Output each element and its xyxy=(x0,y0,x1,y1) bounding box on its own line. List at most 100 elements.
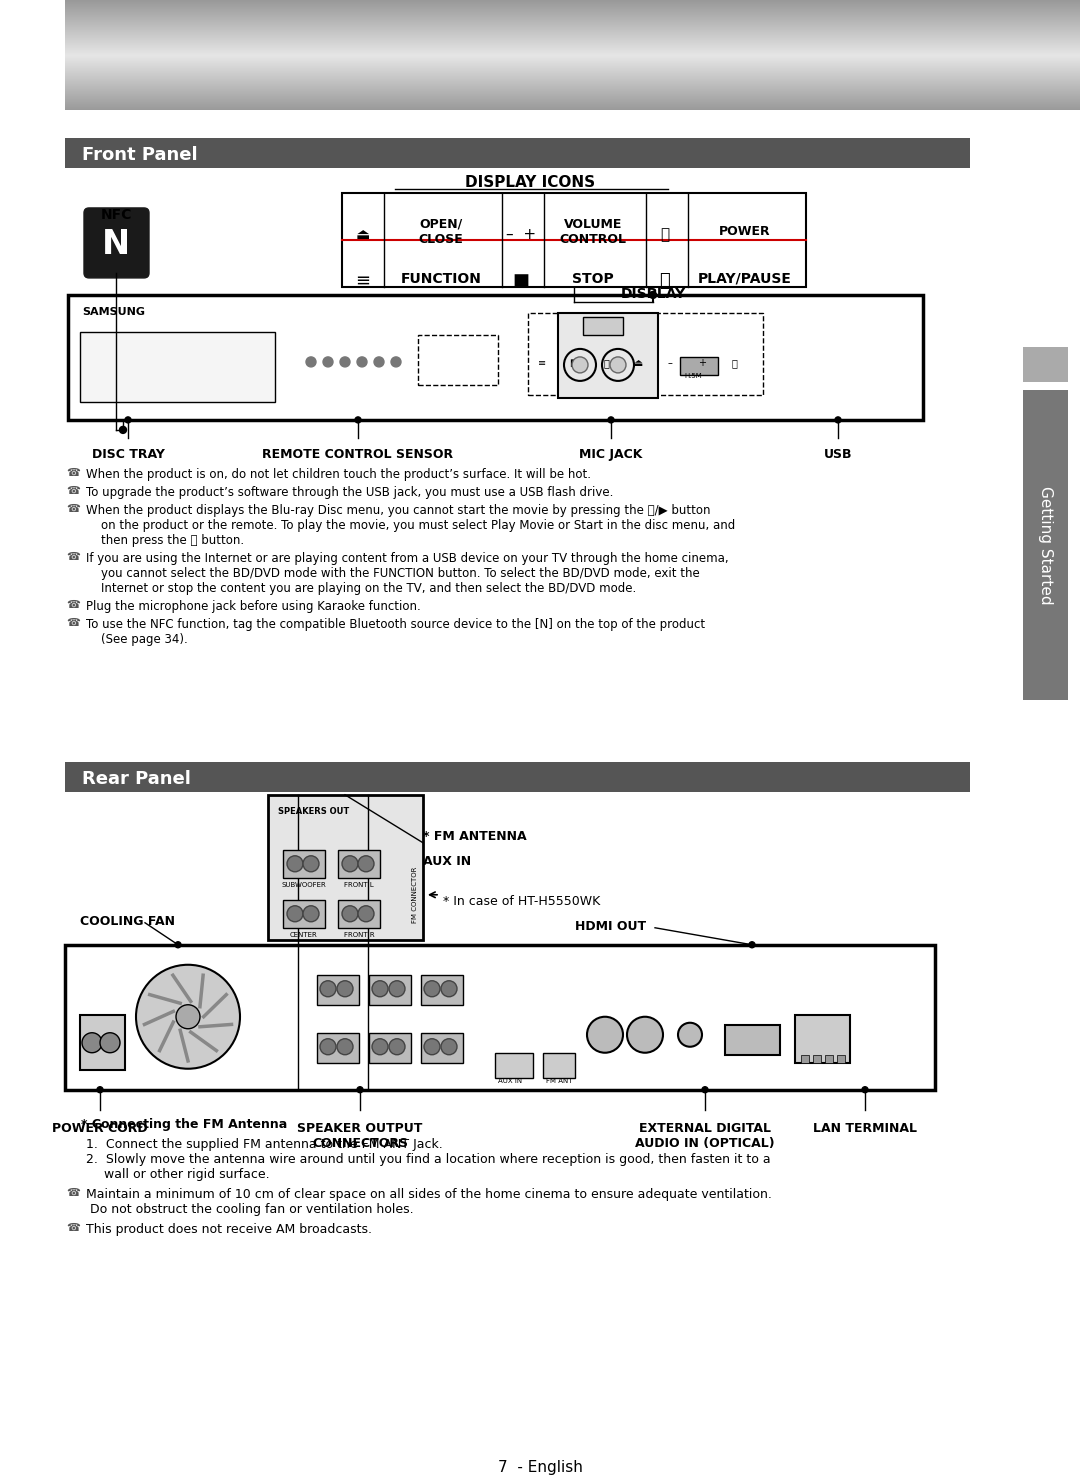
Circle shape xyxy=(627,1016,663,1053)
Text: SPEAKER OUTPUT
CONNECTORS: SPEAKER OUTPUT CONNECTORS xyxy=(297,1121,422,1149)
Text: COOLING FAN: COOLING FAN xyxy=(80,916,175,927)
Text: N: N xyxy=(102,228,130,260)
Circle shape xyxy=(287,905,303,921)
Bar xyxy=(528,314,762,395)
Bar xyxy=(80,331,275,402)
Text: ⏻: ⏻ xyxy=(661,226,670,243)
Text: LAN TERMINAL: LAN TERMINAL xyxy=(813,1121,917,1134)
Bar xyxy=(318,975,359,1004)
Circle shape xyxy=(340,356,350,367)
Text: Getting Started: Getting Started xyxy=(1038,485,1053,605)
Circle shape xyxy=(175,942,181,948)
Text: ⏭: ⏭ xyxy=(603,358,609,368)
Text: +: + xyxy=(698,358,706,368)
Text: on the product or the remote. To play the movie, you must select Play Movie or S: on the product or the remote. To play th… xyxy=(86,519,735,532)
Bar xyxy=(268,794,423,939)
Circle shape xyxy=(176,1004,200,1029)
Circle shape xyxy=(610,356,626,373)
Circle shape xyxy=(287,856,303,871)
Text: Internet or stop the content you are playing on the TV, and then select the BD/D: Internet or stop the content you are pla… xyxy=(86,581,636,595)
Circle shape xyxy=(389,981,405,997)
Text: VOLUME
CONTROL: VOLUME CONTROL xyxy=(559,217,626,246)
Circle shape xyxy=(702,1087,708,1093)
Circle shape xyxy=(357,905,374,921)
Circle shape xyxy=(357,356,367,367)
Text: 7  - English: 7 - English xyxy=(498,1460,582,1475)
Bar xyxy=(65,945,935,1090)
Text: then press the ⏹ button.: then press the ⏹ button. xyxy=(86,534,244,547)
Bar xyxy=(342,192,806,287)
Circle shape xyxy=(320,1038,336,1055)
Text: ⏭: ⏭ xyxy=(660,272,671,290)
Text: POWER: POWER xyxy=(719,225,771,238)
Text: ⏏: ⏏ xyxy=(355,226,370,243)
Circle shape xyxy=(97,1087,103,1093)
Text: you cannot select the BD/DVD mode with the FUNCTION button. To select the BD/DVD: you cannot select the BD/DVD mode with t… xyxy=(86,566,700,580)
Circle shape xyxy=(100,1032,120,1053)
Text: H.5M: H.5M xyxy=(684,373,702,379)
Bar xyxy=(543,1053,575,1078)
Text: CENTER: CENTER xyxy=(291,932,318,938)
Text: PLAY/PAUSE: PLAY/PAUSE xyxy=(698,272,792,285)
Circle shape xyxy=(120,426,126,433)
Circle shape xyxy=(750,942,755,948)
Text: OPEN/
CLOSE: OPEN/ CLOSE xyxy=(419,217,463,246)
Circle shape xyxy=(303,856,319,871)
Circle shape xyxy=(835,417,841,423)
Bar xyxy=(65,762,970,791)
Text: REMOTE CONTROL SENSOR: REMOTE CONTROL SENSOR xyxy=(262,448,454,461)
Bar xyxy=(283,899,325,927)
Text: If you are using the Internet or are playing content from a USB device on your T: If you are using the Internet or are pla… xyxy=(86,552,729,565)
Text: Maintain a minimum of 10 cm of clear space on all sides of the home cinema to en: Maintain a minimum of 10 cm of clear spa… xyxy=(86,1188,772,1201)
Bar xyxy=(801,1055,809,1063)
Text: ≡: ≡ xyxy=(538,358,546,368)
Circle shape xyxy=(649,291,657,299)
Text: POWER CORD: POWER CORD xyxy=(52,1121,148,1134)
Bar xyxy=(813,1055,821,1063)
Bar xyxy=(338,850,380,877)
Text: ☎: ☎ xyxy=(66,1223,80,1232)
Circle shape xyxy=(357,856,374,871)
Bar xyxy=(369,1032,411,1063)
Text: ■: ■ xyxy=(513,272,529,290)
Bar xyxy=(495,1053,534,1078)
Bar xyxy=(680,356,718,374)
Bar xyxy=(68,294,923,420)
Text: DISC TRAY: DISC TRAY xyxy=(92,448,164,461)
Circle shape xyxy=(678,1023,702,1047)
Text: ☎: ☎ xyxy=(66,467,80,478)
Text: –: – xyxy=(667,358,673,368)
Text: 1.  Connect the supplied FM antenna to the FM ANT Jack.: 1. Connect the supplied FM antenna to th… xyxy=(86,1137,443,1151)
Circle shape xyxy=(572,356,588,373)
Text: EXTERNAL DIGITAL
AUDIO IN (OPTICAL): EXTERNAL DIGITAL AUDIO IN (OPTICAL) xyxy=(635,1121,774,1149)
Text: ⏻: ⏻ xyxy=(731,358,737,368)
Text: SPEAKERS OUT: SPEAKERS OUT xyxy=(278,808,349,816)
Bar xyxy=(283,850,325,877)
Circle shape xyxy=(125,417,131,423)
Circle shape xyxy=(357,1087,363,1093)
Bar xyxy=(65,138,970,169)
Circle shape xyxy=(424,981,440,997)
Circle shape xyxy=(862,1087,868,1093)
Text: STOP: STOP xyxy=(572,272,613,285)
Circle shape xyxy=(306,356,316,367)
Text: ■: ■ xyxy=(569,358,579,368)
Circle shape xyxy=(337,1038,353,1055)
FancyBboxPatch shape xyxy=(84,209,149,278)
Text: 2.  Slowly move the antenna wire around until you find a location where receptio: 2. Slowly move the antenna wire around u… xyxy=(86,1152,771,1165)
Text: ⏏: ⏏ xyxy=(633,358,643,368)
Bar xyxy=(825,1055,833,1063)
Text: DISPLAY: DISPLAY xyxy=(620,287,686,300)
Circle shape xyxy=(424,1038,440,1055)
Bar xyxy=(837,1055,845,1063)
Bar xyxy=(558,314,658,398)
Bar xyxy=(725,1025,780,1055)
Bar xyxy=(318,1032,359,1063)
Text: Plug the microphone jack before using Karaoke function.: Plug the microphone jack before using Ka… xyxy=(86,600,421,612)
Text: To use the NFC function, tag the compatible Bluetooth source device to the [N] o: To use the NFC function, tag the compati… xyxy=(86,618,705,632)
Circle shape xyxy=(372,1038,388,1055)
Circle shape xyxy=(441,1038,457,1055)
Text: FRONT L: FRONT L xyxy=(345,881,374,887)
Text: SAMSUNG: SAMSUNG xyxy=(82,308,145,317)
Circle shape xyxy=(608,417,615,423)
